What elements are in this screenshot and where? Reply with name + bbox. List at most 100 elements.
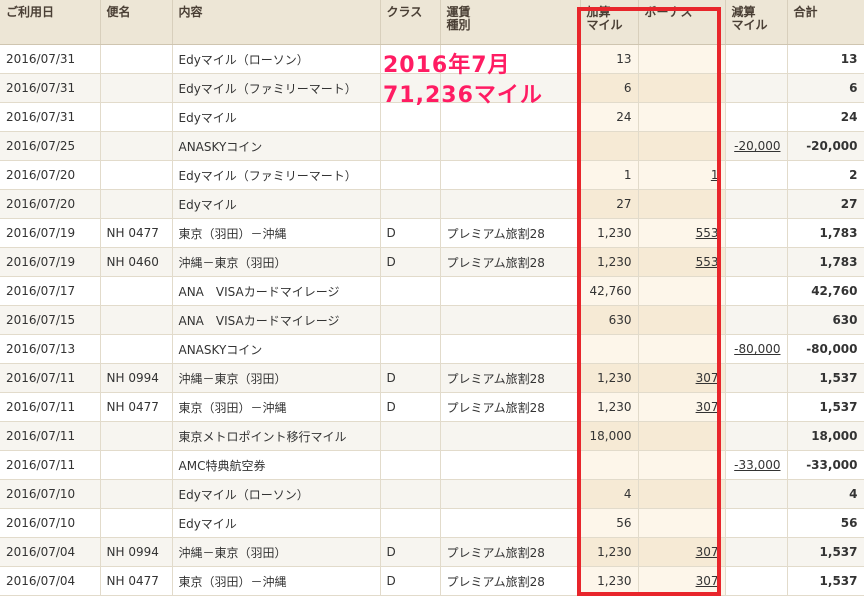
cell-subtracted-miles [725,247,788,277]
cell-date: 2016/07/31 [0,102,101,132]
table-row: 2016/07/19 NH 0477 東京（羽田）－沖縄 D プレミアム旅割28 1,23… [0,218,864,248]
cell-class: D [380,392,441,422]
cell-subtracted-miles [725,392,788,422]
table-row: 2016/07/11 東京メトロポイント移行マイル 18,000 18,000 [0,421,864,451]
cell-added-miles: 18,000 [580,421,639,451]
cell-fare-type [440,73,581,103]
cell-class [380,421,441,451]
cell-bonus [638,508,726,538]
cell-bonus: 307 [638,537,726,567]
cell-subtracted-miles [725,276,788,306]
cell-fare-type [440,44,581,74]
subtracted-link[interactable]: -33,000 [734,458,781,472]
bonus-link[interactable]: 307 [695,400,719,414]
cell-class [380,102,441,132]
cell-fare-type [440,131,581,161]
cell-subtracted-miles [725,363,788,393]
cell-flight [100,102,173,132]
cell-added-miles: 1,230 [580,392,639,422]
cell-fare-type [440,160,581,190]
cell-fare-type [440,102,581,132]
table-row: 2016/07/20 Edyマイル（ファミリーマート） 1 1 2 [0,160,864,190]
cell-date: 2016/07/19 [0,218,101,248]
cell-flight [100,189,173,219]
cell-date: 2016/07/11 [0,450,101,480]
cell-flight [100,421,173,451]
cell-fare-type: プレミアム旅割28 [440,218,581,248]
cell-content: ANASKYコイン [172,334,381,364]
cell-date: 2016/07/13 [0,334,101,364]
cell-content: 東京（羽田）－沖縄 [172,392,381,422]
table-body: 2016/07/31 Edyマイル（ローソン） 13 13 2016/07/31 Edyマ… [0,44,864,596]
cell-total: -80,000 [787,334,864,364]
cell-total: 1,537 [787,566,864,596]
cell-total: 18,000 [787,421,864,451]
cell-flight [100,450,173,480]
subtracted-link[interactable]: -20,000 [734,139,781,153]
cell-fare-type [440,189,581,219]
cell-added-miles [580,334,639,364]
bonus-link[interactable]: 307 [695,545,719,559]
cell-total: 1,783 [787,218,864,248]
cell-bonus [638,479,726,509]
bonus-link[interactable]: 307 [695,371,719,385]
cell-date: 2016/07/17 [0,276,101,306]
cell-bonus [638,450,726,480]
cell-content: ANA VISAカードマイレージ [172,276,381,306]
bonus-link[interactable]: 553 [695,255,719,269]
cell-subtracted-miles [725,566,788,596]
header-flight: 便名 [100,0,173,45]
cell-fare-type [440,508,581,538]
table-row: 2016/07/31 Edyマイル 24 24 [0,102,864,132]
cell-content: Edyマイル（ローソン） [172,479,381,509]
cell-content: 東京メトロポイント移行マイル [172,421,381,451]
header-subtracted-miles: 減算 マイル [725,0,788,45]
cell-date: 2016/07/10 [0,479,101,509]
cell-content: Edyマイル（ファミリーマート） [172,160,381,190]
cell-date: 2016/07/15 [0,305,101,335]
bonus-link[interactable]: 1 [710,168,719,182]
cell-total: -33,000 [787,450,864,480]
cell-class [380,189,441,219]
cell-subtracted-miles [725,479,788,509]
cell-fare-type [440,276,581,306]
cell-bonus [638,305,726,335]
cell-class: D [380,363,441,393]
cell-flight: NH 0994 [100,363,173,393]
cell-added-miles: 1,230 [580,537,639,567]
cell-flight [100,44,173,74]
cell-total: 24 [787,102,864,132]
table-row: 2016/07/10 Edyマイル 56 56 [0,508,864,538]
cell-total: 13 [787,44,864,74]
cell-content: Edyマイル（ファミリーマート） [172,73,381,103]
cell-total: -20,000 [787,131,864,161]
header-total: 合計 [787,0,864,45]
cell-fare-type: プレミアム旅割28 [440,247,581,277]
cell-class [380,508,441,538]
cell-content: Edyマイル [172,508,381,538]
cell-flight: NH 0477 [100,566,173,596]
bonus-link[interactable]: 307 [695,574,719,588]
cell-class [380,44,441,74]
cell-flight [100,160,173,190]
table-row: 2016/07/20 Edyマイル 27 27 [0,189,864,219]
cell-bonus: 307 [638,392,726,422]
header-date: ご利用日 [0,0,101,45]
cell-class [380,131,441,161]
cell-date: 2016/07/11 [0,392,101,422]
cell-added-miles: 1 [580,160,639,190]
cell-bonus: 307 [638,363,726,393]
bonus-link[interactable]: 553 [695,226,719,240]
header-fare-type: 運賃 種別 [440,0,581,45]
cell-fare-type: プレミアム旅割28 [440,537,581,567]
cell-total: 1,783 [787,247,864,277]
header-content: 内容 [172,0,381,45]
cell-total: 6 [787,73,864,103]
cell-date: 2016/07/04 [0,537,101,567]
header-class: クラス [380,0,441,45]
cell-subtracted-miles [725,218,788,248]
cell-fare-type [440,479,581,509]
subtracted-link[interactable]: -80,000 [734,342,781,356]
cell-content: AMC特典航空券 [172,450,381,480]
cell-content: ANA VISAカードマイレージ [172,305,381,335]
